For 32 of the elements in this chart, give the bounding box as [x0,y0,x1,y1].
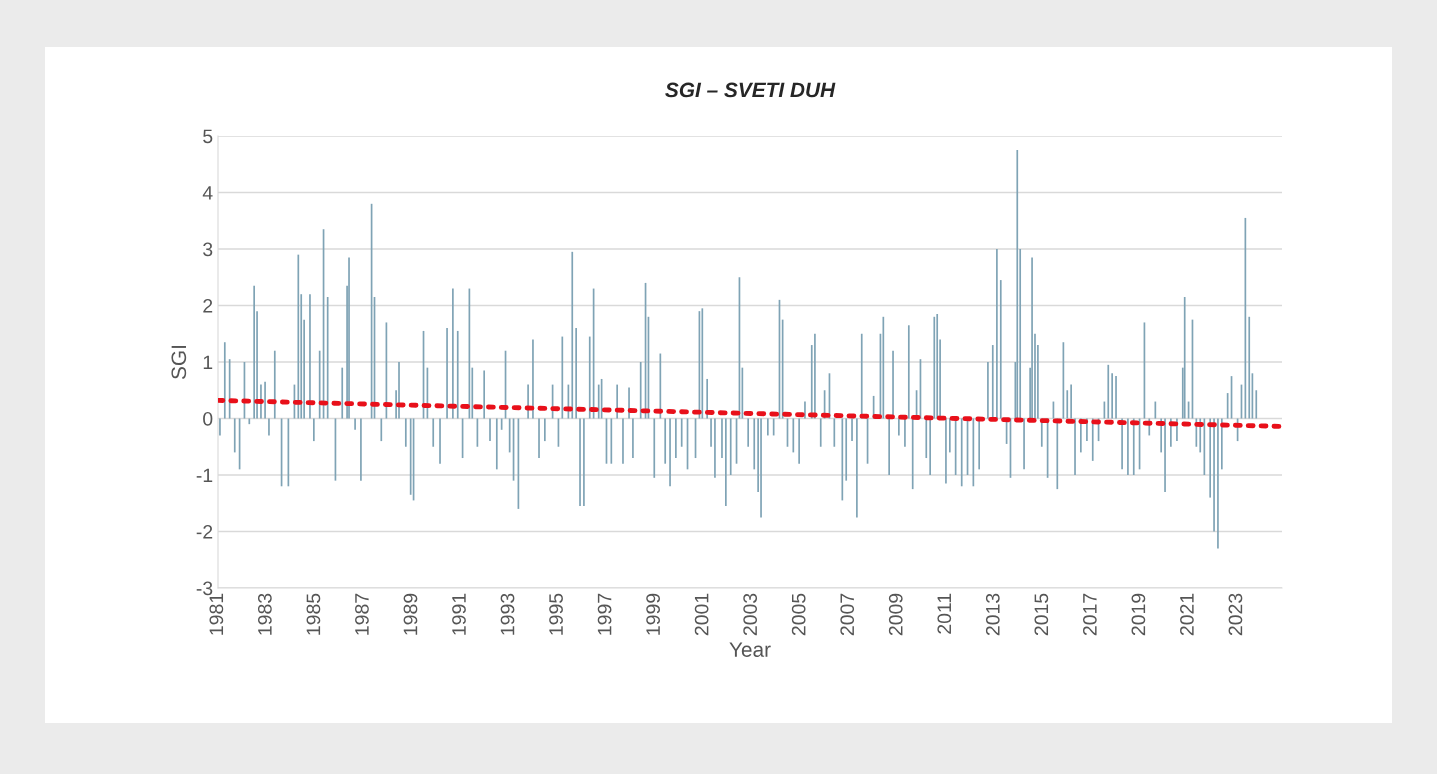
x-tick-label: 2017 [1082,593,1097,636]
x-tick-label: 1999 [646,593,660,635]
x-tick-label: 1997 [597,593,612,635]
x-axis-title: Year [729,642,771,657]
x-tick-label: 1993 [500,593,515,635]
x-tick-label: 1991 [452,593,466,635]
x-tick-label: 2015 [1034,593,1049,636]
x-tick-label: 2007 [840,593,855,636]
y-tick-label: 0 [203,411,213,426]
y-axis-title: SGI [171,345,187,379]
y-tick-label: -1 [196,468,213,483]
y-tick-label: 5 [203,129,213,144]
x-tick-label: 1995 [549,593,563,635]
x-tick-label: 2023 [1228,593,1243,636]
x-tick-label: 2005 [791,593,806,636]
y-tick-label: 1 [203,355,213,370]
x-tick-label: 1983 [257,593,272,635]
x-tick-label: 2011 [937,593,952,634]
x-tick-label: 1989 [403,593,418,635]
y-tick-label: 2 [203,298,213,313]
chart-title: SGI – SVETI DUH [665,82,836,98]
x-tick-label: 1985 [306,593,321,635]
y-tick-label: -2 [196,524,213,539]
x-tick-label: 2009 [888,593,903,636]
x-tick-label: 2003 [743,593,758,636]
x-tick-label: 2019 [1131,593,1146,636]
x-tick-label: 2001 [694,593,709,636]
x-tick-label: 1987 [355,593,369,635]
x-tick-label: 2013 [985,593,1000,636]
x-tick-label: 2021 [1180,593,1194,636]
y-tick-label: 3 [203,242,213,257]
y-tick-label: 4 [202,186,213,200]
